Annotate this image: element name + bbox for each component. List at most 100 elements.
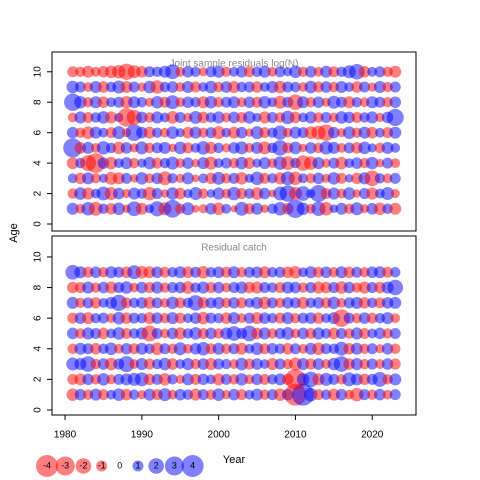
bubble <box>144 173 155 184</box>
bubble <box>82 172 95 185</box>
bubble <box>165 64 180 80</box>
bubble <box>120 172 132 184</box>
bubble <box>320 281 332 294</box>
bubble <box>236 389 248 401</box>
bubble <box>104 342 118 356</box>
bubble <box>366 343 378 355</box>
bubble <box>198 173 209 184</box>
bubble <box>135 141 149 155</box>
bubble <box>181 202 195 216</box>
bubble <box>297 96 310 109</box>
bubble <box>312 297 325 309</box>
bubble <box>351 266 363 278</box>
bubble <box>97 327 110 340</box>
bubble <box>89 126 102 139</box>
bubble <box>120 342 133 355</box>
bubble <box>321 158 331 168</box>
bubble <box>213 158 224 169</box>
bubble <box>251 373 263 386</box>
bubble <box>74 266 87 279</box>
bubble <box>389 202 402 215</box>
bubble <box>267 66 278 77</box>
bubble <box>181 373 194 386</box>
bubble <box>358 66 371 78</box>
bubble <box>375 112 385 123</box>
x-axis-label: Year <box>223 454 246 466</box>
bubble <box>166 312 179 325</box>
bubble <box>382 328 393 339</box>
legend-bubble <box>148 458 164 474</box>
bubble <box>236 297 248 309</box>
bubble <box>297 282 309 293</box>
bubble <box>267 267 278 278</box>
bubble <box>221 112 232 123</box>
y-axis-label: Age <box>8 223 20 243</box>
bubble <box>343 266 355 279</box>
bubble <box>166 358 179 370</box>
legend-bubble <box>55 456 75 476</box>
bubble <box>90 297 102 309</box>
bubble <box>66 80 80 94</box>
bubble <box>304 80 318 94</box>
legend-bubble <box>164 456 184 476</box>
bubble <box>97 389 109 401</box>
bubble <box>295 186 311 201</box>
bubble <box>312 389 324 401</box>
bubble <box>375 158 385 168</box>
bubble <box>289 265 302 279</box>
bubble <box>320 111 332 123</box>
bubble <box>221 343 232 354</box>
bubble <box>328 126 340 139</box>
bubble <box>82 373 94 386</box>
bubble <box>320 266 332 279</box>
bubble <box>174 187 187 200</box>
bubble <box>364 170 381 187</box>
bubble <box>182 266 194 279</box>
bubble <box>213 358 225 370</box>
bubble <box>191 204 200 213</box>
bubble <box>166 111 179 124</box>
bubble <box>260 204 269 214</box>
bubble <box>258 327 271 340</box>
bubble <box>66 202 79 215</box>
bubble <box>157 171 172 186</box>
bubble <box>258 95 271 109</box>
bubble <box>297 296 310 309</box>
y-tick-label: 2 <box>33 190 44 196</box>
bubble <box>143 296 156 309</box>
bubble <box>151 327 163 339</box>
bubble <box>298 173 309 184</box>
bubble <box>266 342 279 355</box>
bubble <box>120 327 132 339</box>
bubble <box>143 156 156 170</box>
bubble <box>212 202 225 216</box>
bubble <box>158 388 172 402</box>
bubble <box>351 97 363 108</box>
bubble <box>212 187 225 200</box>
x-tick-label: 2010 <box>284 430 307 441</box>
bubble <box>266 111 278 123</box>
bubble <box>204 141 217 154</box>
bubble <box>90 312 101 324</box>
bubble <box>173 141 187 155</box>
bubble <box>212 126 226 140</box>
bubble <box>189 187 203 201</box>
bubble <box>344 82 355 92</box>
bubble <box>243 111 256 124</box>
legend-bubble <box>96 460 108 472</box>
bubble <box>143 388 156 401</box>
y-tick-label: 0 <box>33 407 44 413</box>
bubble <box>366 96 379 109</box>
bubble <box>343 312 355 324</box>
bubble <box>189 388 202 401</box>
bubble <box>389 327 401 339</box>
bubble <box>359 343 370 354</box>
y-tick-label: 6 <box>33 129 44 135</box>
bubble <box>382 266 394 278</box>
bubble <box>281 297 294 309</box>
bubble <box>198 204 208 214</box>
bubble <box>344 174 354 183</box>
bubble <box>197 373 210 386</box>
bubble <box>82 327 95 340</box>
bubble <box>90 66 101 77</box>
